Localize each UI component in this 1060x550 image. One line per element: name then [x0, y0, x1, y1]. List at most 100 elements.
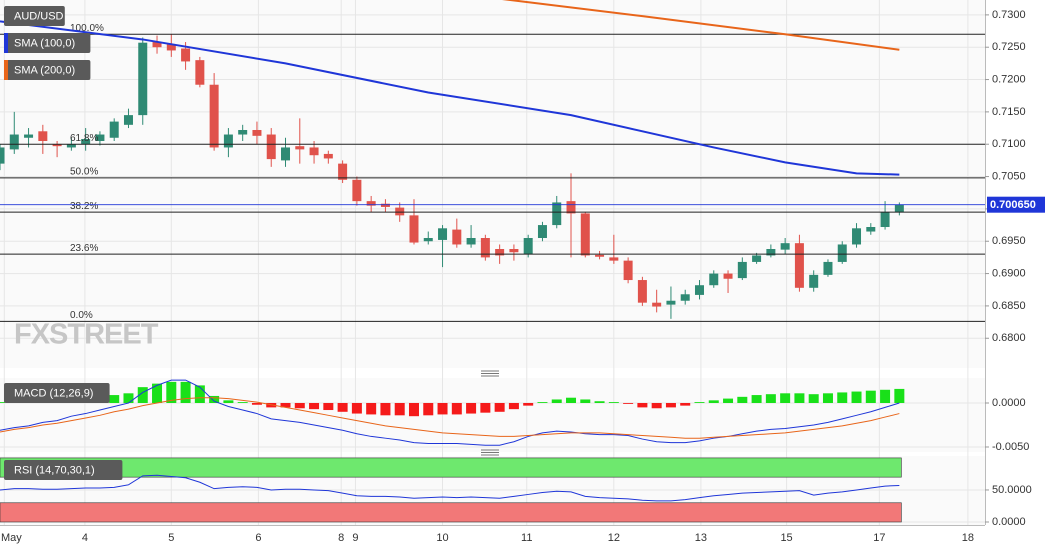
y-tick-label: -0.0050 — [992, 441, 1029, 453]
candle-body — [752, 255, 762, 262]
y-tick-label: 0.6800 — [992, 332, 1026, 344]
macd-histogram-bar — [466, 402, 477, 414]
fib-label: 61.8% — [70, 133, 98, 144]
candle-body — [566, 201, 576, 214]
y-tick-label: 0.7250 — [992, 41, 1026, 53]
fib-label: 100.0% — [70, 23, 104, 34]
x-tick-label: 17 — [873, 532, 885, 544]
candle-body — [195, 60, 205, 85]
candle-body — [766, 248, 776, 256]
candle-body — [438, 228, 448, 240]
x-tick-label: May — [1, 532, 22, 544]
macd-histogram-bar — [737, 396, 748, 403]
macd-histogram-bar — [408, 402, 419, 417]
candle-body — [480, 238, 490, 258]
y-tick-label: 0.7300 — [992, 9, 1026, 21]
macd-histogram-bar — [694, 402, 705, 403]
candle-body — [495, 248, 505, 256]
macd-histogram-bar — [551, 399, 562, 403]
panel-handle[interactable] — [481, 370, 499, 377]
candle-body — [723, 273, 733, 279]
candle-body — [81, 139, 91, 145]
candle-body — [709, 273, 719, 286]
fib-label: 50.0% — [70, 166, 98, 177]
macd-histogram-bar — [123, 393, 134, 403]
legend-swatch — [4, 33, 8, 53]
candle-body — [852, 228, 862, 245]
candle-body — [223, 134, 233, 148]
legend-box — [4, 33, 91, 53]
candle-body — [380, 203, 390, 207]
macd-line — [0, 379, 900, 446]
macd-histogram-bar — [351, 402, 362, 414]
candle-body — [552, 202, 562, 226]
fib-label: 23.6% — [70, 243, 98, 254]
macd-histogram-bar — [437, 402, 448, 415]
candle-body — [152, 42, 162, 48]
price-panel — [0, 0, 985, 368]
macd-histogram-bar — [594, 401, 605, 403]
macd-histogram-bar — [337, 402, 348, 412]
macd-panel — [0, 378, 985, 452]
candle-body — [66, 144, 76, 148]
candle-body — [666, 300, 676, 305]
candle-body — [38, 131, 48, 141]
overlay: May 4 5 6 8 9 10 11 12 13 15 17 18 0.7300 0.7250 0.7200… — [1, 6, 1045, 544]
y-tick-label: 0.0000 — [992, 516, 1026, 528]
candle-body — [823, 261, 833, 275]
candle-body — [338, 163, 348, 180]
macd-histogram-bar — [865, 390, 876, 403]
macd-histogram-bar — [751, 395, 762, 403]
legend-label: RSI (14,70,30,1) — [14, 464, 95, 476]
candle-body — [209, 84, 219, 148]
candle-body — [309, 147, 319, 156]
macd-histogram-bar — [851, 391, 862, 403]
candle-body — [366, 201, 376, 206]
candle-body — [395, 207, 405, 216]
panel-handle[interactable] — [481, 449, 499, 456]
candle-body — [780, 243, 790, 250]
candle-body — [123, 115, 133, 125]
x-tick-label: 13 — [695, 532, 707, 544]
y-tick-label: 0.6950 — [992, 235, 1026, 247]
x-tick-label: 18 — [962, 532, 974, 544]
macd-histogram-bar — [180, 381, 191, 403]
macd-histogram-bar — [451, 402, 462, 415]
candle-body — [595, 254, 605, 257]
macd-histogram-bar — [894, 388, 905, 403]
candle-body — [737, 261, 747, 279]
x-tick-label: 15 — [780, 532, 792, 544]
candle-body — [894, 205, 904, 213]
y-tick-label: 0.0000 — [992, 397, 1026, 409]
candle-body — [509, 248, 519, 253]
candle-body — [0, 147, 5, 164]
candle-body — [680, 294, 690, 301]
macd-histogram-bar — [665, 402, 676, 408]
legend-label: MACD (12,26,9) — [14, 387, 93, 399]
candle-body — [637, 280, 647, 303]
rsi-band — [0, 457, 902, 478]
rsi-band — [0, 502, 902, 523]
macd-histogram-bar — [137, 387, 148, 403]
macd-histogram-bar — [223, 400, 234, 403]
macd-histogram-bar — [394, 402, 405, 416]
last-price-badge — [987, 196, 1045, 213]
macd-histogram-bar — [837, 392, 848, 403]
signal-line — [0, 397, 900, 439]
legend-box — [4, 60, 91, 80]
candle-body — [95, 134, 105, 141]
candle-body — [523, 238, 533, 255]
candle-body — [866, 227, 876, 232]
macd-histogram-bar — [508, 402, 519, 410]
rsi-plot — [0, 457, 902, 523]
legend-box — [4, 383, 110, 403]
watermark: FXSTREET — [14, 319, 159, 351]
x-tick-label: 9 — [352, 532, 358, 544]
macd-histogram-bar — [423, 402, 434, 416]
macd-histogram-bar — [623, 402, 634, 404]
candle-body — [809, 274, 819, 288]
y-tick-label: 0.6900 — [992, 267, 1026, 279]
candle-body — [295, 146, 305, 150]
candle-body — [52, 144, 62, 147]
